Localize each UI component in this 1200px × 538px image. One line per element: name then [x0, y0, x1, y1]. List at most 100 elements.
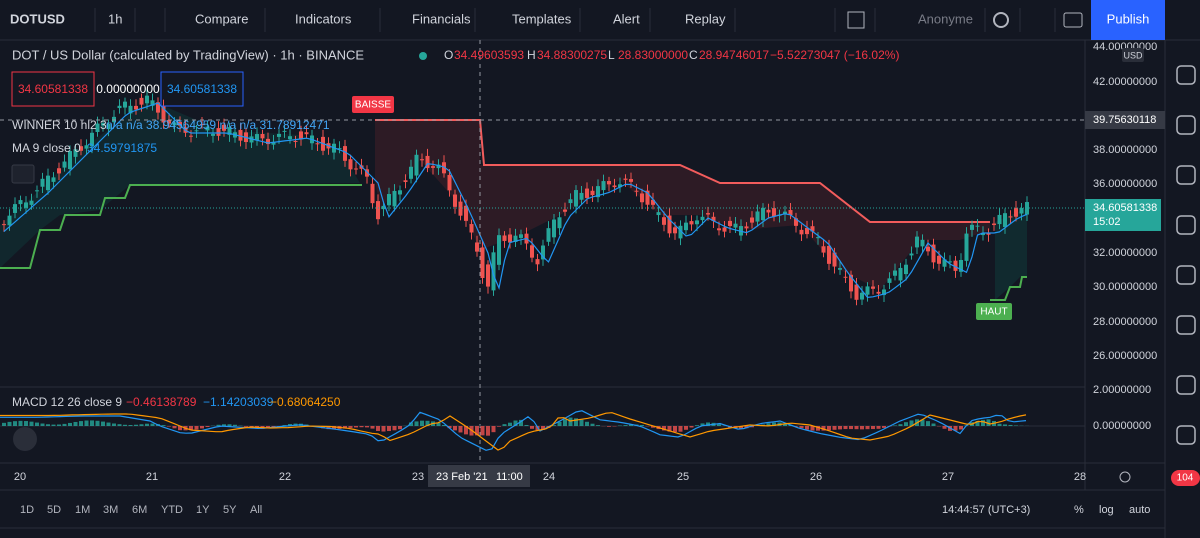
range-button[interactable]: 6M: [132, 504, 147, 516]
sidebar-icon[interactable]: [1176, 165, 1196, 185]
symbol[interactable]: DOTUSD: [10, 11, 65, 26]
toolbar-item[interactable]: Financials: [412, 11, 471, 26]
hist-bar: [1003, 424, 1007, 426]
range-button[interactable]: 5Y: [223, 504, 237, 516]
candle-body: [623, 178, 628, 180]
sidebar-icon[interactable]: [1176, 115, 1196, 135]
hist-bar: [667, 426, 672, 432]
candle-body: [513, 235, 518, 242]
interval[interactable]: 1h: [108, 11, 122, 26]
hist-bar: [519, 419, 523, 426]
range-button[interactable]: 1Y: [196, 504, 210, 516]
scale-option[interactable]: auto: [1129, 504, 1150, 516]
hist-bar: [706, 422, 710, 426]
candle-body: [134, 105, 138, 110]
candle-body: [128, 105, 133, 114]
toolbar-item[interactable]: Compare: [195, 11, 248, 26]
candle-body: [585, 188, 589, 198]
toolbar-item[interactable]: Indicators: [295, 11, 352, 26]
hist-bar: [73, 421, 78, 426]
time-label: 21: [146, 471, 158, 483]
sidebar-icon[interactable]: [1176, 425, 1196, 445]
hist-bar: [574, 418, 578, 426]
hist-bar: [117, 424, 122, 426]
settings-icon[interactable]: [993, 12, 1009, 28]
candle-body: [453, 194, 457, 207]
hist-bar: [414, 421, 419, 426]
price-label: 36.00000000: [1093, 178, 1157, 190]
collapse-button[interactable]: [11, 164, 35, 184]
hist-bar: [585, 421, 589, 426]
scale-option[interactable]: %: [1074, 504, 1084, 516]
hist-bar: [436, 422, 441, 426]
hist-bar: [189, 426, 193, 431]
candle-body: [271, 141, 276, 145]
candle-body: [574, 190, 578, 207]
candle-body: [227, 127, 232, 135]
crosshair-price-box: [1085, 111, 1165, 129]
candle-body: [535, 259, 540, 265]
buy-label: HAUT: [980, 307, 1007, 318]
hist-bar: [909, 420, 914, 426]
sidebar-icon[interactable]: [1176, 375, 1196, 395]
box-buy[interactable]: [160, 71, 244, 107]
hist-bar: [871, 426, 875, 430]
hist-bar: [959, 426, 963, 430]
hist-bar: [920, 419, 925, 426]
range-button[interactable]: 5D: [47, 504, 61, 516]
hist-bar: [134, 424, 138, 426]
candle-body: [172, 122, 177, 126]
candle-body: [849, 274, 853, 292]
candle-body: [689, 221, 694, 225]
candle-body: [299, 131, 303, 140]
hist-bar: [953, 426, 958, 431]
candle-body: [475, 242, 479, 252]
sidebar-icon[interactable]: [1176, 65, 1196, 85]
axis-settings[interactable]: [1119, 471, 1131, 483]
hist-bar: [810, 426, 815, 431]
sidebar-icon[interactable]: [1176, 215, 1196, 235]
candle-body: [541, 245, 545, 260]
range-button[interactable]: 1D: [20, 504, 34, 516]
hist-bar: [46, 424, 50, 426]
candle-body: [62, 161, 67, 168]
candle-body: [783, 211, 787, 215]
hist-bar: [359, 426, 364, 428]
sidebar-icon[interactable]: [1176, 315, 1196, 335]
bottom-bar: 1D 5D 1M 3M 6M YTD 1Y 5Y All% log auto: [20, 504, 1150, 516]
toolbar-item[interactable]: Replay: [685, 11, 726, 26]
publish-label[interactable]: Publish: [1107, 11, 1150, 26]
candle-body: [57, 168, 61, 174]
range-button[interactable]: 1M: [75, 504, 90, 516]
candle-body: [403, 180, 408, 183]
candle-body: [854, 284, 859, 300]
hist-bar: [876, 426, 881, 429]
account[interactable]: Anonyme: [918, 11, 973, 26]
scale-option[interactable]: log: [1099, 504, 1114, 516]
toolbar-item[interactable]: Alert: [613, 11, 640, 26]
badge-count: 104: [1177, 473, 1194, 484]
candle-body: [189, 135, 193, 137]
candle-body: [29, 200, 34, 205]
box-sell[interactable]: [11, 71, 95, 107]
sidebar-icon[interactable]: [1176, 265, 1196, 285]
candle-body: [695, 220, 699, 225]
candle-body: [497, 235, 501, 265]
range-button[interactable]: All: [250, 504, 262, 516]
candle-body: [563, 209, 567, 212]
hist-bar: [172, 426, 177, 429]
hist-bar: [651, 426, 655, 428]
candle-body: [376, 201, 380, 220]
layout-icon[interactable]: [847, 11, 865, 29]
candle-body: [761, 207, 765, 221]
candle-body: [640, 193, 644, 203]
candle-body: [959, 259, 963, 272]
hist-bar: [326, 426, 331, 430]
snapshot-icon[interactable]: [1063, 12, 1083, 28]
range-button[interactable]: 3M: [103, 504, 118, 516]
candle-body: [216, 128, 221, 136]
toolbar-item[interactable]: Templates: [512, 11, 572, 26]
range-button[interactable]: YTD: [161, 504, 183, 516]
publish-button[interactable]: [1091, 0, 1165, 40]
